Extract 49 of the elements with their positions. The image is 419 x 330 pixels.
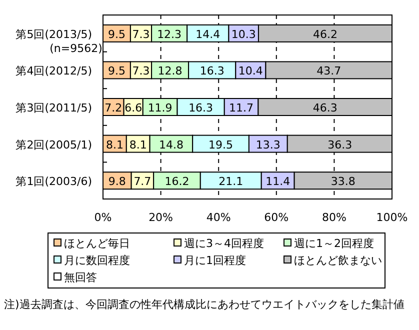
legend-label: ほとんど飲まない	[294, 254, 382, 267]
legend-label: 月に数回程度	[64, 254, 130, 267]
data-label: 36.3	[328, 138, 352, 152]
data-label: 8.1	[129, 138, 147, 152]
y-tick-label: 第2回(2005/1)	[16, 138, 92, 152]
data-label: 13.3	[256, 138, 280, 152]
data-label: 7.2	[104, 102, 122, 114]
legend-label: ほとんど毎日	[64, 237, 130, 250]
y-tick-label: 第1回(2003/6)	[16, 175, 92, 188]
data-label: 12.3	[157, 28, 182, 41]
data-label: 21.1	[218, 175, 244, 188]
data-label: 9.5	[108, 28, 126, 41]
data-label: 10.4	[238, 64, 263, 78]
data-label: 6.6	[124, 102, 142, 114]
data-label: 33.8	[330, 175, 356, 188]
data-label: 11.9	[148, 102, 172, 114]
y-tick-label: 第5回(2013/5) (n=9562)	[16, 28, 102, 55]
x-tick-label: 20%	[148, 211, 174, 224]
legend-label: 週に1～2回程度	[294, 237, 374, 250]
y-tick-label: 第3回(2011/5)	[16, 102, 92, 114]
x-tick-label: 60%	[264, 211, 289, 224]
data-label: 7.7	[134, 175, 152, 188]
data-label: 11.7	[229, 102, 254, 114]
data-label: 16.3	[188, 102, 214, 114]
data-label: 16.3	[200, 64, 224, 78]
x-tick-label: 40%	[206, 211, 231, 224]
data-label: 9.8	[108, 175, 126, 188]
data-label: 10.3	[231, 28, 256, 41]
data-label: 43.7	[316, 64, 342, 78]
data-label: 14.8	[158, 138, 184, 152]
data-label: 11.4	[266, 175, 290, 188]
data-label: 46.2	[312, 28, 338, 41]
text: 注)過去調査は、今回調査の性年代構成比にあわせてウエイトバックをした集計値	[4, 298, 404, 311]
data-label: 19.5	[208, 138, 234, 152]
x-tick-label: 0%	[94, 211, 112, 224]
data-label: 16.2	[164, 175, 190, 188]
data-label: 12.8	[158, 64, 182, 78]
data-label: 14.4	[196, 28, 220, 41]
data-label: 9.5	[108, 64, 126, 78]
x-tick-label: 100%	[376, 211, 408, 224]
data-label: 7.3	[132, 28, 150, 41]
legend-label: 無回答	[64, 271, 97, 284]
legend-label: 月に1回程度	[184, 254, 246, 267]
data-label: 7.3	[132, 64, 150, 78]
y-tick-label: 第4回(2012/5)	[16, 64, 92, 78]
data-label: 46.3	[312, 102, 338, 114]
x-tick-label: 80%	[322, 211, 346, 224]
legend-label: 週に3～4回程度	[184, 237, 264, 250]
data-label: 8.1	[106, 138, 124, 152]
